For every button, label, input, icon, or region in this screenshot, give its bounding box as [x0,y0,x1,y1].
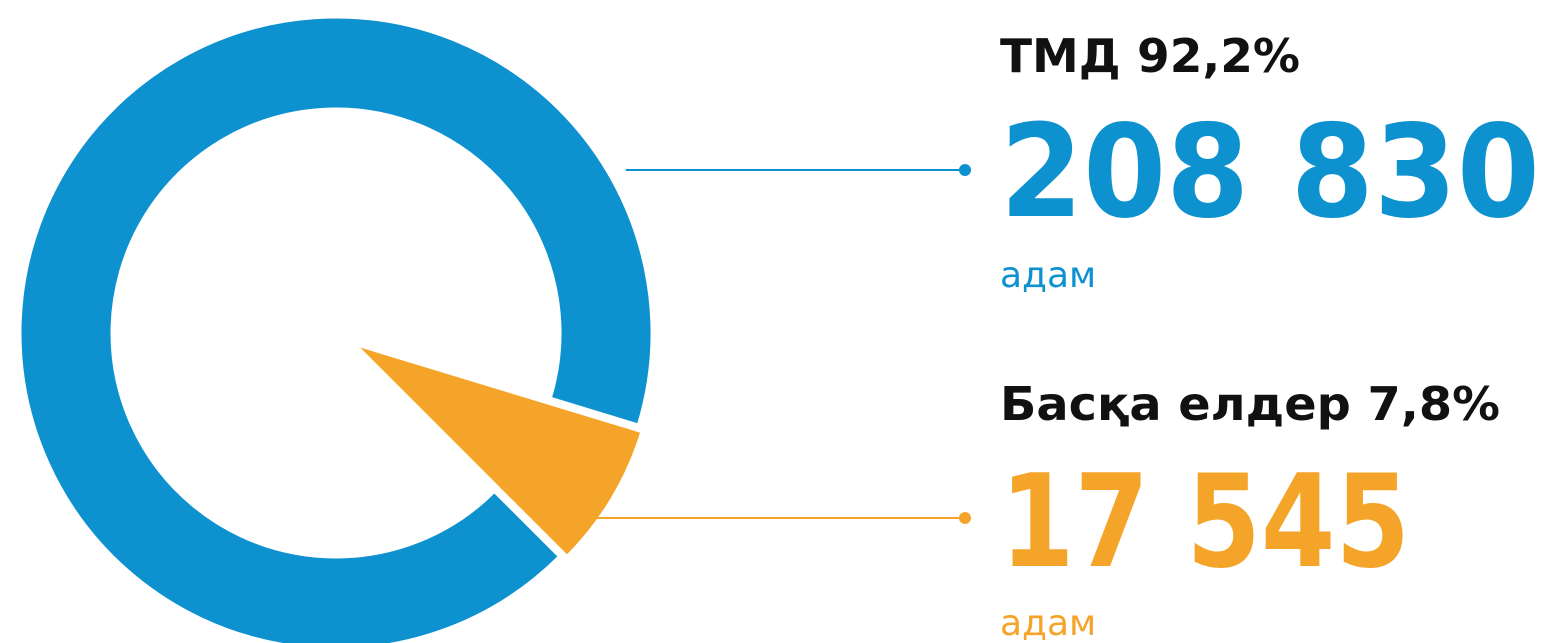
connector-dot [959,164,971,176]
percent-label: 92,2% [1137,29,1300,83]
pie-slice [353,342,644,559]
unit-label: адам [1000,255,1096,296]
category-label: Басқа елдер 7,8% [1000,377,1500,431]
percent-label: 7,8% [1367,377,1500,431]
category-label: ТМД 92,2% [1000,29,1300,83]
count-label: 208 830 [1000,98,1540,247]
category-name: Басқа елдер [1000,377,1351,431]
donut-segment [18,15,654,643]
unit-label: адам [1000,603,1096,643]
count-label: 17 545 [1000,448,1410,597]
connector-dot [959,512,971,524]
category-name: ТМД [1000,29,1121,83]
